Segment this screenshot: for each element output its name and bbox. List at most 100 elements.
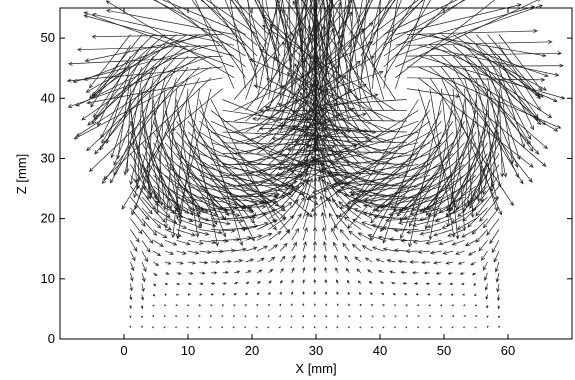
velocity-arrow — [176, 88, 212, 220]
velocity-arrow — [282, 41, 362, 144]
velocity-arrow — [315, 154, 373, 187]
velocity-arrow — [419, 229, 442, 236]
velocity-arrow — [487, 88, 494, 192]
velocity-arrow — [130, 229, 140, 243]
velocity-arrow — [140, 315, 144, 319]
velocity-arrow — [131, 77, 189, 216]
velocity-arrow — [256, 219, 278, 230]
velocity-arrow — [191, 0, 246, 78]
velocity-arrow — [295, 0, 304, 35]
velocity-arrow — [276, 0, 293, 35]
velocity-arrow — [360, 0, 395, 57]
velocity-arrow — [199, 218, 231, 226]
velocity-arrow — [467, 250, 477, 256]
velocity-arrow — [463, 314, 466, 317]
velocity-arrow — [336, 326, 339, 329]
velocity-arrow — [370, 292, 373, 296]
velocity-arrow — [323, 0, 339, 111]
velocity-arrow — [279, 0, 290, 100]
velocity-arrow — [153, 261, 159, 266]
velocity-arrow — [415, 293, 419, 296]
velocity-arrow — [268, 292, 271, 295]
velocity-arrow — [229, 0, 246, 89]
velocity-arrow — [417, 315, 420, 318]
velocity-arrow — [130, 196, 150, 221]
velocity-arrow — [491, 240, 500, 254]
velocity-arrow — [451, 315, 455, 317]
velocity-arrow — [490, 99, 500, 188]
velocity-arrow — [210, 218, 245, 223]
velocity-arrow — [141, 207, 162, 229]
velocity-arrow — [277, 103, 384, 154]
velocity-arrow — [197, 326, 201, 329]
velocity-arrow — [141, 229, 154, 244]
velocity-arrow — [163, 314, 166, 317]
velocity-arrow — [425, 239, 442, 245]
velocity-arrow — [313, 0, 339, 122]
velocity-arrow — [247, 0, 258, 89]
velocity-arrow — [291, 267, 295, 273]
velocity-arrow — [475, 229, 488, 243]
velocity-arrow — [230, 0, 269, 46]
velocity-arrow — [475, 55, 531, 146]
velocity-arrow — [290, 326, 293, 329]
velocity-arrow — [210, 249, 224, 254]
velocity-arrow — [209, 326, 212, 329]
velocity-arrow — [348, 314, 351, 318]
velocity-arrow — [359, 303, 362, 307]
velocity-arrow — [290, 303, 293, 306]
velocity-arrow — [222, 293, 226, 296]
velocity-arrow — [88, 66, 200, 172]
velocity-arrow — [328, 212, 339, 230]
velocity-arrow — [152, 314, 155, 318]
velocity-arrow — [382, 99, 431, 244]
velocity-arrow — [210, 293, 215, 296]
velocity-arrow — [164, 293, 168, 296]
velocity-arrow — [498, 45, 541, 112]
velocity-arrow — [395, 3, 522, 35]
velocity-arrow — [331, 198, 350, 219]
velocity-arrow — [452, 66, 524, 185]
velocity-arrow — [129, 315, 132, 319]
velocity-arrow — [221, 304, 225, 307]
velocity-arrow — [244, 326, 247, 329]
velocity-arrow — [187, 110, 255, 242]
velocity-arrow — [497, 315, 501, 319]
velocity-arrow — [268, 231, 282, 241]
velocity-arrow — [393, 304, 397, 307]
velocity-arrow — [337, 0, 351, 35]
velocity-arrow — [222, 282, 227, 285]
velocity-arrow — [428, 304, 431, 307]
velocity-arrow — [164, 261, 172, 265]
velocity-arrow — [309, 0, 350, 122]
velocity-arrow — [470, 131, 500, 203]
velocity-arrow — [210, 260, 221, 264]
velocity-arrow — [130, 261, 135, 272]
velocity-arrow — [268, 11, 353, 133]
velocity-arrow — [428, 326, 431, 329]
y-tick-label: 20 — [41, 211, 55, 226]
velocity-arrow — [326, 0, 350, 111]
velocity-arrow — [83, 11, 235, 68]
velocity-arrow — [275, 0, 281, 89]
velocity-arrow — [360, 0, 381, 78]
velocity-arrow — [199, 271, 206, 275]
velocity-arrow — [459, 272, 465, 275]
velocity-arrow — [439, 326, 443, 329]
velocity-arrow — [438, 293, 442, 296]
velocity-arrow — [456, 218, 477, 230]
velocity-arrow — [312, 240, 317, 252]
velocity-arrow — [392, 293, 396, 296]
velocity-arrow — [290, 291, 294, 295]
velocity-arrow — [344, 255, 350, 263]
velocity-arrow — [164, 250, 174, 255]
velocity-arrow — [295, 141, 396, 165]
velocity-arrow — [403, 293, 407, 296]
velocity-arrow — [176, 271, 182, 275]
velocity-arrow — [421, 260, 430, 265]
velocity-arrow — [211, 282, 216, 285]
velocity-arrow — [464, 66, 519, 179]
velocity-arrow — [268, 0, 307, 111]
x-axis-ticks: 0 10 20 30 40 50 60 — [120, 8, 515, 358]
velocity-arrow — [130, 240, 138, 252]
